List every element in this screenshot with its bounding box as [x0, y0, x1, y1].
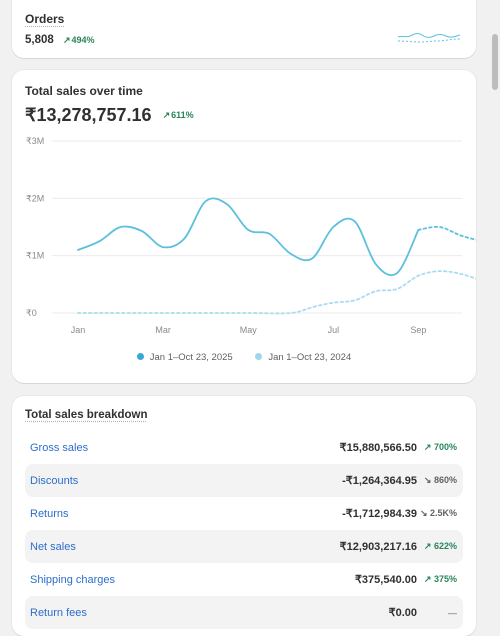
breakdown-row-label[interactable]: Discounts — [30, 474, 79, 487]
arrow-down-right-icon: ↘ — [419, 508, 430, 518]
breakdown-row: Returns -₹1,712,984.39 ↘ 2.5K% — [25, 497, 463, 530]
orders-card[interactable]: Orders 5,808 ↗494% — [12, 0, 476, 58]
breakdown-row: Gross sales ₹15,880,566.50 ↗ 700% — [25, 431, 463, 464]
sales-line-chart[interactable]: ₹0 ₹1M ₹2M ₹3M Jan Mar May Jul Sep — [12, 130, 476, 340]
arrow-up-right-icon: ↗ — [423, 442, 434, 452]
breakdown-row-value: -₹1,712,984.39 — [342, 508, 417, 520]
breakdown-row-label[interactable]: Gross sales — [30, 441, 89, 454]
scrollbar-thumb[interactable] — [492, 34, 498, 90]
series-line-current — [77, 197, 420, 277]
x-tick-label: Sep — [410, 325, 426, 335]
breakdown-row-change: ↘ 860% — [419, 475, 457, 486]
legend-item-previous[interactable]: Jan 1–Oct 23, 2024 — [255, 352, 351, 363]
breakdown-list: Gross sales ₹15,880,566.50 ↗ 700% Discounts… — [25, 431, 463, 629]
breakdown-row-label[interactable]: Net sales — [30, 540, 76, 553]
breakdown-row-label[interactable]: Returns — [30, 507, 69, 520]
breakdown-row-change: ↗ 375% — [419, 574, 457, 585]
sales-total-metric: ₹13,278,757.16 ↗611% — [25, 105, 194, 126]
orders-title[interactable]: Orders — [25, 12, 65, 26]
breakdown-row-change-value: 700% — [433, 442, 457, 452]
legend-dot-current — [136, 352, 144, 360]
series-line-previous — [77, 270, 476, 315]
orders-value: 5,808 — [25, 34, 54, 46]
orders-sparkline-previous — [398, 38, 460, 43]
breakdown-row-change-value: 622% — [433, 541, 457, 551]
breakdown-title[interactable]: Total sales breakdown — [25, 409, 148, 421]
orders-change: 494% — [71, 35, 95, 45]
breakdown-row-change: — — [419, 608, 457, 618]
breakdown-row-value: -₹1,264,364.95 — [342, 475, 417, 487]
chart-legend: Jan 1–Oct 23, 2025 Jan 1–Oct 23, 2024 — [12, 352, 476, 363]
orders-sparkline-current — [398, 32, 460, 38]
breakdown-row-change-value: 2.5K% — [429, 508, 457, 518]
legend-dot-previous — [255, 352, 263, 360]
arrow-up-right-icon: ↗ — [423, 574, 434, 584]
breakdown-row: Return fees ₹0.00 — — [25, 596, 463, 629]
series-line-current-projection — [417, 225, 476, 241]
y-tick-label: ₹2M — [26, 193, 44, 203]
sales-total-change: 611% — [171, 110, 194, 120]
sales-over-time-card: Total sales over time ₹13,278,757.16 ↗61… — [12, 70, 476, 383]
breakdown-row-change: ↗ 700% — [419, 442, 457, 453]
sales-total-value: ₹13,278,757.16 — [25, 105, 152, 125]
breakdown-row-label[interactable]: Return fees — [30, 606, 87, 619]
sales-over-time-title: Total sales over time — [25, 84, 143, 98]
breakdown-row-change: ↘ 2.5K% — [419, 508, 457, 519]
breakdown-row: Discounts -₹1,264,364.95 ↘ 860% — [25, 464, 463, 497]
x-tick-label: Jul — [328, 325, 340, 335]
breakdown-row-change-value: 860% — [433, 475, 457, 485]
x-tick-label: Mar — [155, 325, 171, 335]
x-tick-label: Jan — [71, 325, 86, 335]
breakdown-row-value: ₹15,880,566.50 — [339, 442, 417, 454]
breakdown-row-label[interactable]: Shipping charges — [30, 573, 116, 586]
legend-label-previous: Jan 1–Oct 23, 2024 — [268, 352, 352, 363]
breakdown-row: Shipping charges ₹375,540.00 ↗ 375% — [25, 563, 463, 596]
legend-item-current[interactable]: Jan 1–Oct 23, 2025 — [136, 352, 233, 363]
breakdown-row-change-value: — — [448, 607, 457, 618]
breakdown-row: Net sales ₹12,903,217.16 ↗ 622% — [25, 530, 463, 563]
arrow-up-right-icon: ↗ — [62, 35, 71, 45]
breakdown-row-value: ₹12,903,217.16 — [339, 541, 417, 553]
legend-label-current: Jan 1–Oct 23, 2025 — [149, 352, 233, 363]
y-tick-label: ₹0 — [26, 308, 37, 318]
x-tick-label: May — [240, 325, 258, 335]
orders-trend: ↗494% — [63, 35, 95, 45]
orders-sparkline — [398, 32, 460, 43]
orders-metric: 5,808 ↗494% — [25, 34, 95, 46]
y-tick-label: ₹1M — [26, 251, 44, 261]
sales-total-trend: ↗611% — [163, 110, 194, 120]
scrollbar-track[interactable] — [490, 0, 500, 625]
sales-breakdown-card: Total sales breakdown Gross sales ₹15,880… — [12, 396, 476, 636]
breakdown-row-change: ↗ 622% — [419, 541, 457, 552]
y-tick-label: ₹3M — [26, 136, 44, 146]
arrow-down-right-icon: ↘ — [423, 475, 434, 485]
breakdown-row-value: ₹375,540.00 — [354, 574, 417, 586]
arrow-up-right-icon: ↗ — [162, 110, 171, 120]
arrow-up-right-icon: ↗ — [423, 541, 434, 551]
breakdown-row-value: ₹0.00 — [388, 607, 417, 619]
breakdown-row-change-value: 375% — [433, 574, 457, 584]
